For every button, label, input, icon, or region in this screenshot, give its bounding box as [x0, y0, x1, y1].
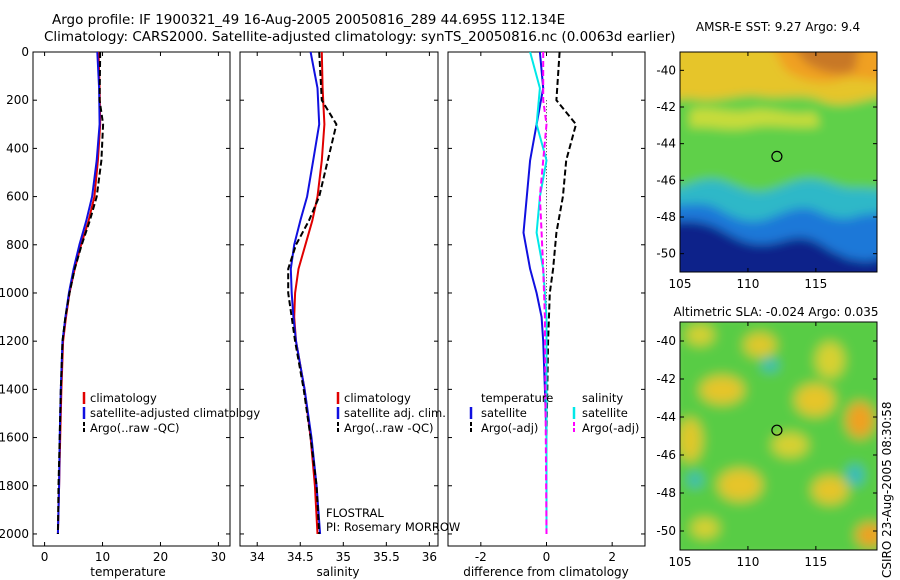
map-y-tick-label: -40: [656, 334, 676, 348]
sla-map-title: Altimetric SLA: -0.024 Argo: 0.035: [673, 305, 878, 319]
float-name-annotation: FLOSTRAL: [326, 506, 384, 520]
sla-map-ticks: -40 -42 -44 -46 -48 -50 105 110 115: [656, 322, 877, 569]
sst-map-ticks: -40 -42 -44 -46 -48 -50 105 110 115: [656, 52, 877, 291]
legend-group-salinity: salinity: [582, 391, 623, 405]
x-tick-label: 36: [422, 550, 437, 564]
y-tick-label: 200: [6, 93, 29, 107]
figure-title-line2: Climatology: CARS2000. Satellite-adjuste…: [44, 29, 676, 45]
legend-label-sal-satellite: satellite: [582, 406, 628, 420]
legend-group-temperature: temperature: [481, 391, 553, 405]
x-tick-label: 35: [336, 550, 351, 564]
map-y-tick-label: -40: [656, 63, 676, 77]
figure-title-line1: Argo profile: IF 1900321_49 16-Aug-2005 …: [52, 12, 566, 28]
sst-map-frame: [679, 51, 878, 273]
difference-series: [522, 51, 577, 535]
x-tick-label: 35.5: [373, 550, 400, 564]
salinity-series: [287, 51, 338, 535]
y-tick-label: 1400: [0, 382, 29, 396]
map-y-tick-label: -46: [656, 173, 676, 187]
sla-map-frame: [679, 321, 878, 551]
x-tick-label: 34: [250, 550, 265, 564]
x-tick-label: 0: [543, 550, 551, 564]
map-x-tick-label: 110: [736, 555, 759, 569]
series-line-temperature-argo-adj-: [545, 51, 577, 534]
sst-map-title: AMSR-E SST: 9.27 Argo: 9.4: [696, 20, 860, 34]
y-tick-label: 0: [21, 45, 29, 59]
map-y-tick-label: -46: [656, 448, 676, 462]
sla-map-field: [680, 322, 877, 550]
series-line-argo-raw-qc-: [56, 51, 105, 535]
pi-annotation: PI: Rosemary MORROW: [326, 520, 460, 534]
x-tick-label: 10: [95, 550, 110, 564]
map-x-tick-label: 110: [736, 277, 759, 291]
map-y-tick-label: -42: [656, 372, 676, 386]
y-tick-label: 2000: [0, 527, 29, 541]
legend-label-argo: Argo(..raw -QC): [90, 421, 180, 435]
series-line-satellite-adjusted-climatology: [56, 51, 101, 535]
map-y-tick-label: -50: [656, 524, 676, 538]
x-tick-label: 30: [211, 550, 226, 564]
map-x-tick-label: 105: [669, 277, 692, 291]
map-x-tick-label: 115: [804, 277, 827, 291]
sst-argo-location-marker: [771, 150, 783, 162]
y-tick-label: 1600: [0, 431, 29, 445]
y-tick-label: 600: [6, 190, 29, 204]
map-x-tick-label: 105: [669, 555, 692, 569]
difference-axis-ticks: -2 0 2: [448, 51, 645, 564]
salinity-panel-frame: [239, 51, 439, 547]
legend-label-climatology: climatology: [90, 391, 157, 405]
series-line-salinity-argo-adj-: [538, 52, 548, 535]
temperature-axis-ticks: 0 200 400 600 800 1000 1200 1400 1600 1800 2000 0 10…: [0, 45, 230, 564]
map-y-tick-label: -48: [656, 486, 676, 500]
legend-label-sal-argo: Argo(-adj): [582, 421, 639, 435]
temperature-series: [56, 51, 105, 535]
temperature-xlabel: temperature: [90, 565, 165, 579]
legend-label-temp-argo: Argo(-adj): [481, 421, 538, 435]
map-y-tick-label: -48: [656, 210, 676, 224]
y-tick-label: 1800: [0, 479, 29, 493]
map-x-tick-label: 115: [804, 555, 827, 569]
temperature-panel-frame: [32, 51, 231, 547]
y-tick-label: 400: [6, 141, 29, 155]
map-y-tick-label: -44: [656, 137, 676, 151]
series-line-temperature-satellite: [522, 51, 548, 534]
x-tick-label: 20: [153, 550, 168, 564]
map-y-tick-label: -44: [656, 410, 676, 424]
x-tick-label: 0: [41, 550, 49, 564]
legend-label-satellite: satellite-adjusted climatology: [90, 406, 260, 420]
legend-label-climatology: climatology: [344, 391, 411, 405]
x-tick-label: 34.5: [287, 550, 314, 564]
legend-label-argo: Argo(..raw -QC): [344, 421, 434, 435]
temperature-legend: climatology satellite-adjusted climatolo…: [82, 391, 260, 435]
salinity-axis-ticks: 34 34.5 35 35.5 36: [240, 51, 438, 564]
map-y-tick-label: -42: [656, 100, 676, 114]
legend-label-temp-satellite: satellite: [481, 406, 527, 420]
series-line-salinity-satellite: [529, 51, 548, 534]
salinity-legend: climatology satellite adj. clim. Argo(..…: [336, 391, 446, 435]
difference-xlabel: difference from climatology: [463, 565, 629, 579]
series-line-climatology: [56, 51, 102, 535]
x-tick-label: 2: [608, 550, 616, 564]
y-tick-label: 800: [6, 238, 29, 252]
series-line-argo-raw-qc-: [287, 51, 338, 535]
sst-map-field: [680, 52, 877, 272]
y-tick-label: 1200: [0, 334, 29, 348]
difference-legend: temperature satellite Argo(-adj) salinit…: [469, 391, 639, 435]
map-y-tick-label: -50: [656, 247, 676, 261]
x-tick-label: -2: [475, 550, 487, 564]
y-tick-label: 1000: [0, 286, 29, 300]
sla-argo-location-marker: [771, 424, 783, 436]
salinity-xlabel: salinity: [316, 565, 359, 579]
legend-label-satellite: satellite adj. clim.: [344, 406, 446, 420]
